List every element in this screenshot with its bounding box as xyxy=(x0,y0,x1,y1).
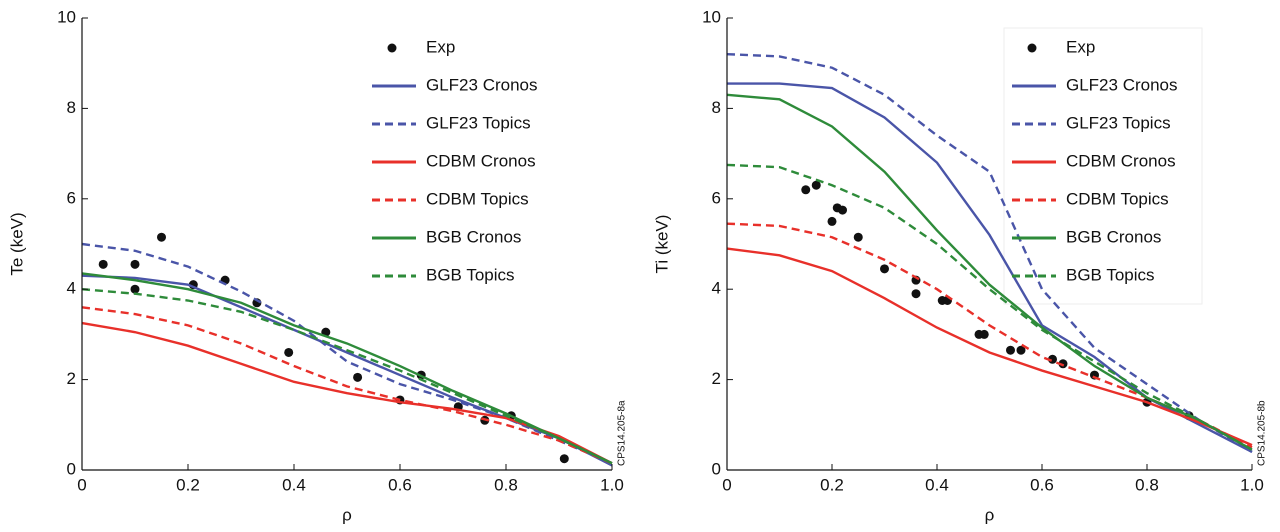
legend-marker xyxy=(1027,43,1037,53)
data-point xyxy=(853,232,863,242)
data-point xyxy=(157,232,166,242)
series-line xyxy=(726,93,1253,451)
legend-label: BGB Cronos xyxy=(1066,227,1161,246)
series-line xyxy=(81,242,613,465)
data-point xyxy=(1048,354,1057,364)
y-tick-label: 8 xyxy=(67,98,76,117)
y-tick-label: 4 xyxy=(712,279,721,298)
data-point xyxy=(130,284,140,294)
series-line xyxy=(81,306,613,465)
y-tick-label: 0 xyxy=(67,459,76,478)
x-tick-label: 0.4 xyxy=(925,475,949,494)
y-tick-label: 10 xyxy=(57,7,76,26)
data-point xyxy=(827,216,837,226)
legend-label: GLF23 Cronos xyxy=(1066,75,1178,94)
y-tick-label: 0 xyxy=(712,459,721,478)
x-tick-label: 0 xyxy=(77,475,86,494)
y-tick-label: 4 xyxy=(67,279,76,298)
legend-label: CDBM Topics xyxy=(1066,189,1169,208)
y-axis-label: Ti (keV) xyxy=(652,215,671,274)
legend-label: BGB Topics xyxy=(1066,265,1155,284)
legend-label: BGB Cronos xyxy=(426,227,521,246)
series-line xyxy=(81,274,613,467)
legend-label: Exp xyxy=(1066,37,1095,56)
y-tick-label: 6 xyxy=(712,188,721,207)
legend-label: CDBM Cronos xyxy=(426,151,536,170)
x-tick-label: 0.2 xyxy=(176,475,200,494)
legend-label: GLF23 Topics xyxy=(1066,113,1171,132)
x-axis-label: ρ xyxy=(985,505,995,524)
x-tick-label: 0.8 xyxy=(1135,475,1159,494)
y-tick-label: 10 xyxy=(702,7,721,26)
data-point xyxy=(284,347,294,357)
data-point xyxy=(559,454,569,464)
y-tick-label: 2 xyxy=(67,369,76,388)
data-point xyxy=(911,289,921,299)
legend-label: BGB Topics xyxy=(426,265,515,284)
series-line xyxy=(726,222,1253,449)
series-line xyxy=(81,272,613,465)
data-point xyxy=(1006,345,1015,355)
data-point xyxy=(811,180,821,190)
data-point xyxy=(353,372,363,382)
figure-note: CPS14.205-8b xyxy=(1257,400,1268,466)
x-tick-label: 0.2 xyxy=(820,475,844,494)
x-axis-label: ρ xyxy=(342,505,352,524)
series-line xyxy=(727,82,1253,453)
legend-label: CDBM Cronos xyxy=(1066,151,1176,170)
legend-label: GLF23 Topics xyxy=(426,113,531,132)
y-tick-label: 8 xyxy=(712,98,721,117)
x-tick-label: 1.0 xyxy=(1240,475,1264,494)
legend-label: CDBM Topics xyxy=(426,189,529,208)
legend-frame xyxy=(1003,27,1203,305)
series-line xyxy=(81,288,613,465)
data-point xyxy=(130,259,140,269)
legend-marker xyxy=(387,43,397,53)
x-tick-label: 0.6 xyxy=(388,475,412,494)
legend-label: Exp xyxy=(426,37,455,56)
data-point xyxy=(1058,359,1068,369)
data-point xyxy=(979,329,989,339)
figure-note: CPS14.205-8a xyxy=(617,400,628,466)
x-tick-label: 0.4 xyxy=(282,475,306,494)
x-tick-label: 0.8 xyxy=(494,475,518,494)
y-axis-label: Te (keV) xyxy=(7,212,26,275)
series-line xyxy=(81,321,613,465)
x-tick-label: 0 xyxy=(722,475,731,494)
data-point xyxy=(880,264,889,274)
data-point xyxy=(801,185,811,195)
data-point xyxy=(838,205,847,215)
x-tick-label: 1.0 xyxy=(600,475,624,494)
legend-label: GLF23 Cronos xyxy=(426,75,538,94)
data-point xyxy=(1016,345,1026,355)
series-line xyxy=(726,247,1253,447)
y-tick-label: 6 xyxy=(67,188,76,207)
y-tick-label: 2 xyxy=(712,369,721,388)
x-tick-label: 0.6 xyxy=(1030,475,1054,494)
data-point xyxy=(98,259,108,269)
series-line xyxy=(726,52,1253,453)
